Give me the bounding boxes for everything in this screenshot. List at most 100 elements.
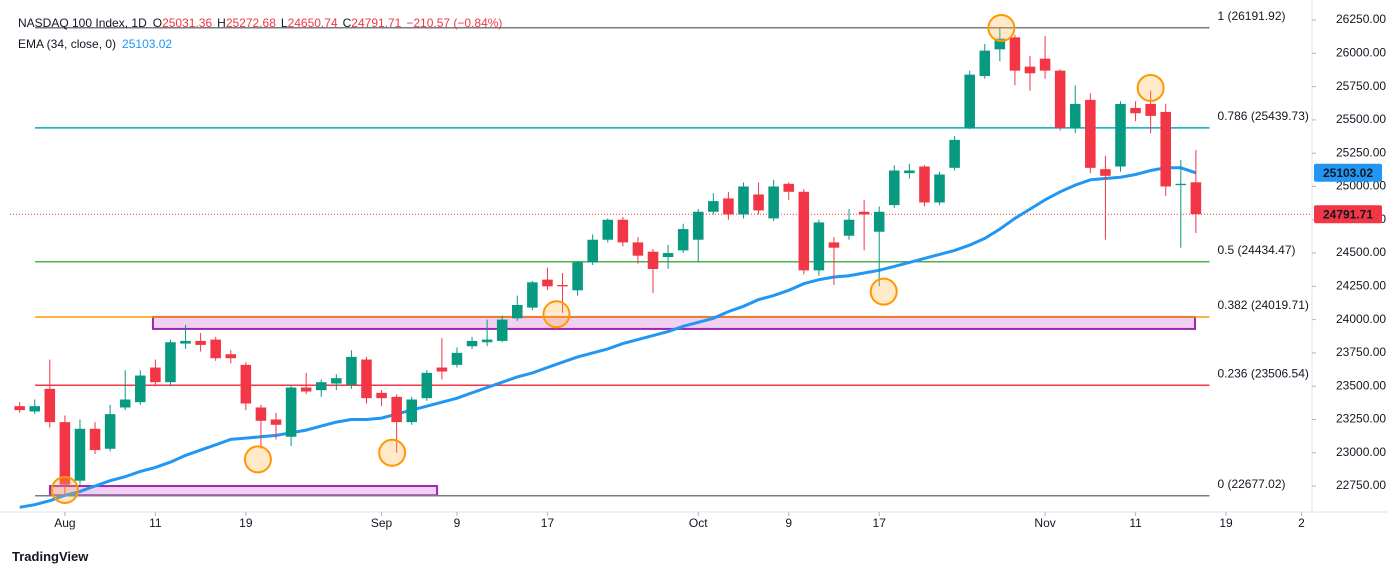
ohlc-label: C [342,16,352,30]
candle-body [1130,107,1141,114]
price-badge [1314,205,1382,224]
x-tick-label: 19 [1219,516,1233,530]
fib-label: 0.236 (23506.54) [1217,366,1308,380]
ohlc-value: 25031.36 [162,16,213,30]
candle-body [210,339,221,359]
ohlc-label: H [217,16,226,30]
x-tick-label: 9 [785,516,792,530]
candle-body [602,219,614,240]
y-tick-label: 25250.00 [1336,145,1386,159]
candle-body [873,211,885,232]
candle-body [662,253,674,258]
candle-body [361,359,372,399]
candle-body [436,367,448,372]
candle-body [979,50,991,76]
candle-body [919,166,930,203]
ohlc-value: 25272.68 [225,16,276,30]
candle-body [119,399,131,408]
candle-body [828,242,840,248]
candle-body [949,139,960,168]
candle-body [542,279,553,287]
y-tick-label: 23750.00 [1336,345,1386,359]
x-tick-label: Aug [54,516,75,530]
candle-body [466,340,478,347]
marker [987,14,1016,43]
candle-body [165,342,176,383]
candle-body [376,392,387,399]
marker [1136,73,1165,102]
candle-body [59,422,71,485]
candle-body [512,304,523,319]
x-tick-label: 17 [873,516,887,530]
candle-body [889,170,900,206]
marker [542,300,571,329]
candle-body [89,428,101,451]
candle-body [1190,182,1202,215]
candle-body [587,239,598,263]
ema-value: 25103.02 [122,37,173,51]
ohlc-label: L [280,16,288,30]
candle-body [843,219,855,236]
candle-body [195,340,206,345]
y-tick-label: 24250.00 [1336,278,1386,292]
ohlc-label: O [152,16,163,30]
candle-body [692,211,704,240]
fib-label: 0.5 (24434.47) [1217,243,1295,257]
marker [869,277,898,306]
candle-body [904,170,915,174]
candle-body [346,356,357,385]
candle-body [753,194,764,211]
candle-body [1160,111,1172,187]
fib-label: 1 (26191.92) [1217,9,1285,23]
candle-body [1009,37,1021,71]
y-tick-label: 26250.00 [1336,12,1386,26]
candle-body [1069,103,1081,128]
y-tick-label: 22750.00 [1336,478,1386,492]
change: −210.57 (−0.84%) [406,16,503,30]
candle-body [708,201,719,212]
ohlc-value: 24650.74 [287,16,338,30]
y-tick-label: 25500.00 [1336,112,1386,126]
candle-body [315,382,327,391]
y-tick-label: 25750.00 [1336,79,1386,93]
candle-body [964,74,975,128]
candle-body [768,186,779,219]
x-tick-label: Sep [371,516,393,530]
candle-body [527,282,538,308]
y-tick-label: 23250.00 [1336,412,1386,426]
candle-body [481,339,493,343]
ema-name: EMA (34, close, 0) [18,37,117,51]
y-tick-label: 24500.00 [1336,245,1386,259]
y-tick-label: 23000.00 [1336,445,1386,459]
x-tick-label: 11 [149,516,162,530]
candle-body [496,319,508,341]
candle-body [270,419,282,425]
x-tick-label: 9 [454,516,461,530]
price-badge-label: 24791.71 [1323,207,1373,221]
candle-body [934,174,945,203]
fib-label: 0.786 (25439.73) [1217,109,1308,123]
candle-body [150,367,161,383]
candle-body [1085,99,1096,168]
candle-body [1100,169,1111,176]
candle-body [858,211,870,215]
fib-label: 0.382 (24019.71) [1217,298,1308,312]
zone [48,485,439,497]
y-tick-label: 24000.00 [1336,312,1386,326]
candle-body [104,414,116,449]
candle-body [1024,66,1036,74]
legend-title: NASDAQ 100 Index, 1D [18,16,147,30]
candle-body [406,399,418,423]
candle-body [1145,103,1156,116]
marker [50,476,79,505]
price-badge [1314,163,1382,182]
price-legend: NASDAQ 100 Index, 1D O25031.36 H25272.68 L2… [18,13,502,34]
candle-body [677,229,689,251]
candle-body [135,375,146,403]
price-badge-label: 25103.02 [1323,166,1373,180]
candle-body [29,406,41,412]
zone [151,315,1196,330]
x-tick-label: Nov [1034,516,1055,530]
candle-body [1115,103,1126,167]
